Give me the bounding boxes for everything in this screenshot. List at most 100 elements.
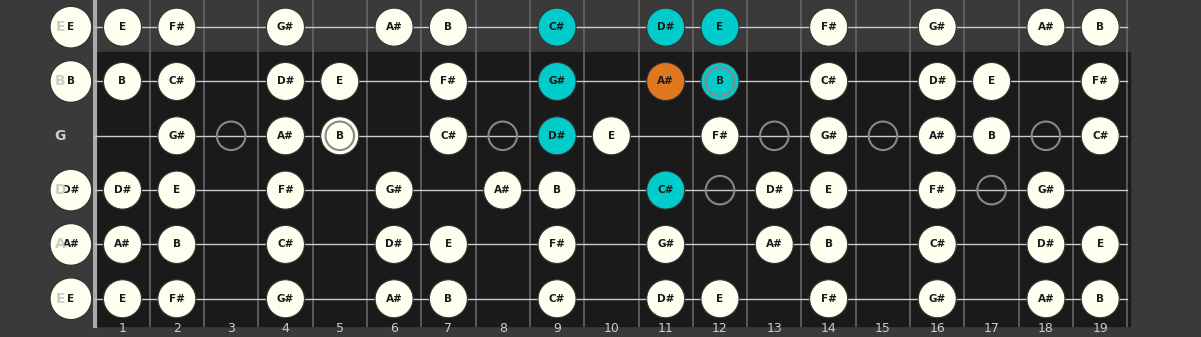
Text: 16: 16 xyxy=(930,322,945,335)
Text: A#: A# xyxy=(386,22,402,32)
Text: A#: A# xyxy=(114,239,131,249)
Text: A: A xyxy=(55,238,65,251)
Circle shape xyxy=(919,8,956,46)
Circle shape xyxy=(267,8,305,46)
Text: D#: D# xyxy=(765,185,783,195)
Text: G#: G# xyxy=(657,239,674,249)
Text: 9: 9 xyxy=(554,322,561,335)
Circle shape xyxy=(157,117,196,155)
Circle shape xyxy=(646,8,685,46)
Circle shape xyxy=(50,61,91,102)
Circle shape xyxy=(809,117,848,155)
Text: B: B xyxy=(444,294,453,304)
Circle shape xyxy=(1027,225,1065,264)
Circle shape xyxy=(701,8,739,46)
Circle shape xyxy=(267,117,305,155)
Circle shape xyxy=(1081,117,1119,155)
Circle shape xyxy=(375,280,413,318)
Circle shape xyxy=(592,117,631,155)
Circle shape xyxy=(157,62,196,100)
Text: 2: 2 xyxy=(173,322,180,335)
Circle shape xyxy=(646,62,685,100)
Circle shape xyxy=(50,278,91,320)
Text: B: B xyxy=(716,76,724,87)
Text: 1: 1 xyxy=(119,322,126,335)
Circle shape xyxy=(701,117,739,155)
Circle shape xyxy=(50,169,91,211)
Text: F#: F# xyxy=(441,76,456,87)
Text: F#: F# xyxy=(549,239,564,249)
Text: E: E xyxy=(825,185,832,195)
Text: F#: F# xyxy=(277,185,293,195)
Text: E: E xyxy=(67,294,74,304)
Text: E: E xyxy=(988,76,996,87)
Circle shape xyxy=(430,117,467,155)
Text: 13: 13 xyxy=(766,322,782,335)
Text: 10: 10 xyxy=(603,322,620,335)
Text: 19: 19 xyxy=(1093,322,1109,335)
Text: C#: C# xyxy=(549,294,566,304)
Circle shape xyxy=(103,8,142,46)
Text: F#: F# xyxy=(1092,76,1109,87)
Circle shape xyxy=(1027,8,1065,46)
Circle shape xyxy=(484,171,521,209)
Text: B: B xyxy=(55,74,65,89)
Text: D#: D# xyxy=(657,22,675,32)
Text: B: B xyxy=(173,239,181,249)
Circle shape xyxy=(50,223,91,265)
Circle shape xyxy=(321,117,359,155)
Circle shape xyxy=(1027,171,1065,209)
Text: E: E xyxy=(717,294,723,304)
Text: E: E xyxy=(119,294,126,304)
Text: 17: 17 xyxy=(984,322,999,335)
Text: 4: 4 xyxy=(281,322,289,335)
Text: F#: F# xyxy=(169,22,185,32)
Text: A#: A# xyxy=(1038,22,1054,32)
Text: C#: C# xyxy=(820,76,837,87)
Text: A#: A# xyxy=(386,294,402,304)
Text: F#: F# xyxy=(169,294,185,304)
Circle shape xyxy=(701,280,739,318)
Circle shape xyxy=(538,225,576,264)
Circle shape xyxy=(701,62,739,100)
Circle shape xyxy=(809,62,848,100)
Text: E: E xyxy=(67,22,74,32)
Text: A#: A# xyxy=(657,76,674,87)
Circle shape xyxy=(809,280,848,318)
Text: D#: D# xyxy=(276,76,294,87)
Text: G#: G# xyxy=(820,131,837,141)
Text: D#: D# xyxy=(114,185,131,195)
Circle shape xyxy=(375,225,413,264)
Text: E: E xyxy=(55,20,65,34)
Text: G#: G# xyxy=(276,294,294,304)
Text: B: B xyxy=(444,22,453,32)
Circle shape xyxy=(538,8,576,46)
Text: C#: C# xyxy=(1092,131,1109,141)
Text: 5: 5 xyxy=(336,322,343,335)
Text: D#: D# xyxy=(1038,239,1054,249)
Circle shape xyxy=(538,117,576,155)
Text: B: B xyxy=(67,76,74,87)
Circle shape xyxy=(809,8,848,46)
Circle shape xyxy=(1081,62,1119,100)
Text: B: B xyxy=(825,239,832,249)
Circle shape xyxy=(267,280,305,318)
Circle shape xyxy=(646,171,685,209)
Text: 12: 12 xyxy=(712,322,728,335)
Circle shape xyxy=(919,171,956,209)
Text: D#: D# xyxy=(657,294,675,304)
Text: G#: G# xyxy=(168,131,185,141)
Circle shape xyxy=(1081,225,1119,264)
Circle shape xyxy=(755,225,794,264)
Text: B: B xyxy=(987,131,996,141)
Circle shape xyxy=(375,8,413,46)
Circle shape xyxy=(919,62,956,100)
Circle shape xyxy=(267,225,305,264)
Circle shape xyxy=(50,6,91,48)
Circle shape xyxy=(157,225,196,264)
FancyBboxPatch shape xyxy=(41,0,1152,337)
Circle shape xyxy=(646,280,685,318)
Text: 18: 18 xyxy=(1038,322,1053,335)
Circle shape xyxy=(973,117,1010,155)
Circle shape xyxy=(1081,8,1119,46)
